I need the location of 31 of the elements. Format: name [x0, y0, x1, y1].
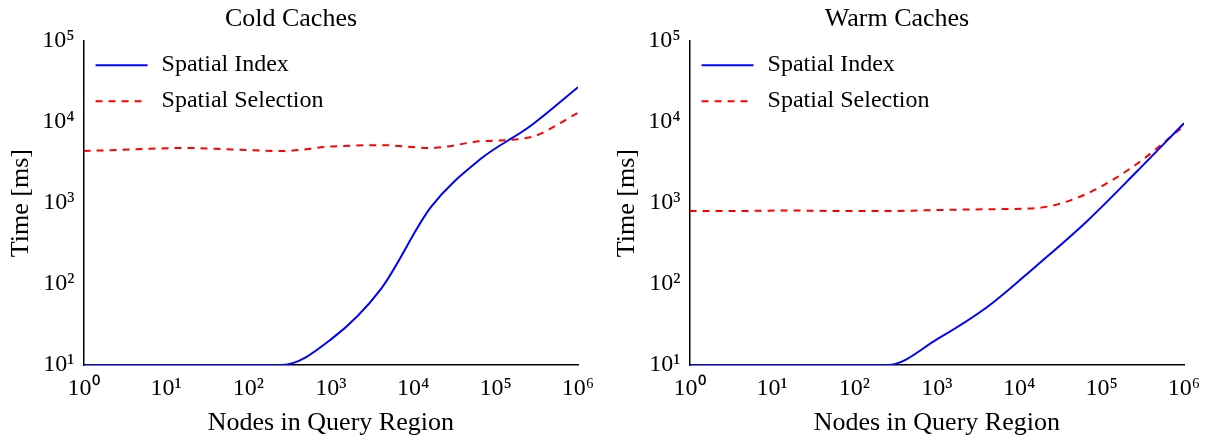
x-axis-title: Nodes in Query Region — [207, 407, 454, 437]
y-tick-label: 10³ — [43, 188, 75, 215]
y-tick-label: 10³ — [649, 188, 681, 215]
legend-label: Spatial Selection — [767, 86, 930, 113]
x-tick-label: 10² — [838, 373, 870, 400]
chart-title: Warm Caches — [824, 3, 970, 33]
y-tick-label: 10⁵ — [42, 26, 75, 53]
x-tick-label: 10² — [232, 373, 264, 400]
x-tick-label: 10³ — [315, 373, 347, 400]
line-series — [83, 111, 578, 153]
y-axis-title: Time [ms] — [5, 149, 35, 258]
x-tick-label: 10³ — [921, 373, 953, 400]
x-tick-label: 10⁵ — [1085, 373, 1118, 400]
x-tick-label: 10¹ — [756, 373, 788, 400]
y-tick-label: 10² — [649, 269, 681, 296]
x-tick-label: 10⁶ — [561, 373, 595, 400]
legend-label: Spatial Selection — [161, 86, 324, 113]
y-tick-label: 10² — [43, 269, 75, 296]
x-tick-label: 10⁴ — [1003, 373, 1036, 400]
y-axis-title: Time [ms] — [611, 149, 641, 258]
y-tick-label: 10⁵ — [648, 26, 681, 53]
chart-title: Cold Caches — [224, 3, 358, 33]
x-tick-label: 10⁴ — [397, 373, 430, 400]
x-tick-label: 10⁵ — [479, 373, 512, 400]
y-tick-label: 10⁴ — [42, 107, 75, 134]
x-axis-title: Nodes in Query Region — [813, 407, 1060, 437]
legend-label: Spatial Index — [767, 50, 895, 77]
x-tick-label: 10⁶ — [1167, 373, 1201, 400]
y-tick-label: 10⁴ — [648, 107, 681, 134]
legend-label: Spatial Index — [161, 50, 289, 77]
x-tick-label: 10¹ — [150, 373, 182, 400]
